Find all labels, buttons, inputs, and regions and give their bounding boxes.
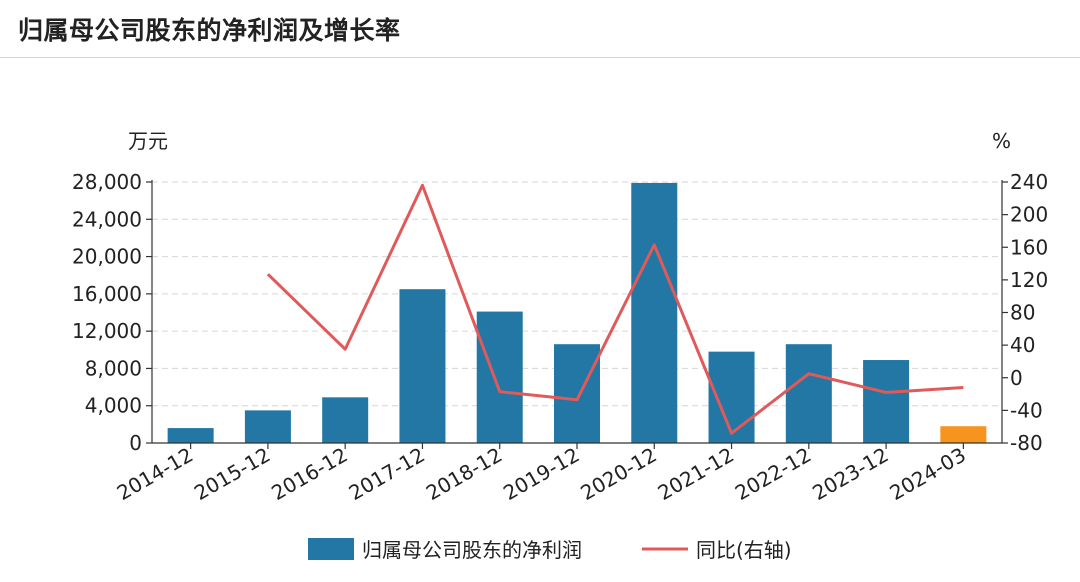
- right-tick-label: 240: [1010, 170, 1048, 194]
- right-tick-label: -40: [1010, 398, 1043, 422]
- bar-2022-12: [785, 344, 832, 443]
- right-tick-label: 40: [1010, 333, 1035, 357]
- right-axis-unit: %: [992, 129, 1011, 153]
- legend: 归属母公司股东的净利润 同比(右轴): [308, 538, 792, 562]
- x-tick-label: 2014-12: [113, 443, 197, 506]
- bar-2019-12: [554, 344, 600, 443]
- left-tick-label: 24,000: [72, 207, 142, 231]
- x-tick-label: 2016-12: [267, 443, 351, 506]
- line-series: [266, 183, 964, 435]
- axes: 0 4,000 8,000 12,000 16,000 20,000 24,000 28,00…: [72, 170, 1048, 505]
- x-tick-label: 2021-12: [654, 443, 738, 506]
- x-tick-label: 2015-12: [190, 443, 274, 506]
- right-tick-label: -80: [1010, 431, 1043, 455]
- left-tick-label: 8,000: [85, 356, 142, 380]
- bar-2023-12: [863, 360, 910, 443]
- x-tick-label: 2019-12: [499, 443, 583, 506]
- bar-series: [167, 182, 987, 444]
- bar-2024-03: [940, 426, 987, 443]
- left-axis-unit: 万元: [128, 129, 168, 153]
- bar-2016-12: [322, 397, 369, 443]
- bar-2020-12: [631, 182, 678, 444]
- x-tick-label: 2024-03: [885, 443, 969, 506]
- x-tick-label: 2023-12: [808, 443, 892, 506]
- left-tick-label: 16,000: [72, 282, 142, 306]
- legend-bar-label: 归属母公司股东的净利润: [362, 538, 582, 562]
- right-tick-label: 160: [1010, 235, 1048, 259]
- bar-2015-12: [244, 410, 291, 443]
- left-tick-label: 4,000: [85, 394, 142, 418]
- right-tick-label: 0: [1010, 366, 1023, 390]
- right-tick-label: 200: [1010, 203, 1048, 227]
- chart-header: 归属母公司股东的净利润及增长率: [0, 0, 1080, 58]
- legend-bar-swatch: [308, 538, 354, 560]
- left-tick-label: 28,000: [72, 170, 142, 194]
- left-tick-label: 0: [129, 431, 142, 455]
- chart-title: 归属母公司股东的净利润及增长率: [18, 16, 401, 45]
- bar-2018-12: [476, 311, 523, 443]
- x-tick-label: 2020-12: [576, 443, 660, 506]
- growth-line: [266, 183, 964, 435]
- right-tick-label: 120: [1010, 268, 1048, 292]
- x-tick-label: 2018-12: [422, 443, 506, 506]
- bar-2014-12: [167, 428, 214, 443]
- left-tick-label: 20,000: [72, 245, 142, 269]
- x-tick-label: 2017-12: [345, 443, 429, 506]
- left-tick-label: 12,000: [72, 319, 142, 343]
- legend-line-label: 同比(右轴): [696, 538, 792, 562]
- x-tick-label: 2022-12: [731, 443, 815, 506]
- right-tick-label: 80: [1010, 301, 1035, 325]
- bar-2017-12: [399, 289, 446, 443]
